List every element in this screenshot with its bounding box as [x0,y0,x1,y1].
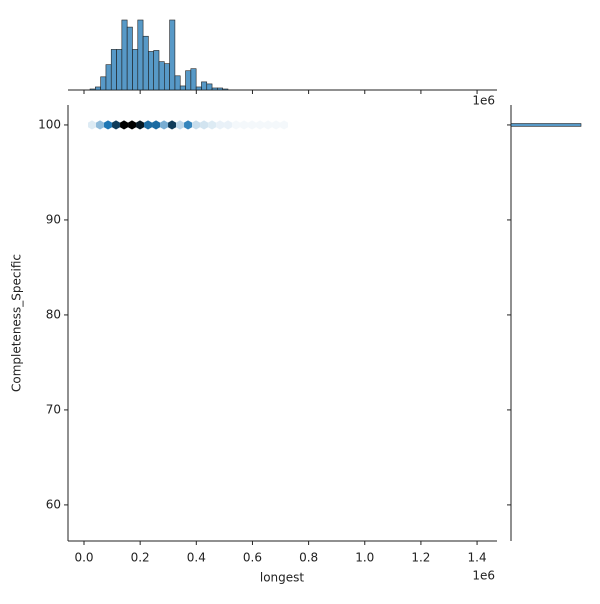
top-hist-bar [222,88,229,91]
hexbin [232,120,241,130]
x-tick-label: 0.8 [299,551,318,565]
hexbin [208,120,217,130]
hexbin [224,120,233,130]
y-tick-label: 60 [46,497,61,511]
y-tick-label: 90 [46,212,61,226]
hexbin [264,120,273,130]
hexbin [216,120,225,130]
hexbin [168,120,176,130]
hexbin [248,120,257,130]
top-hist-bar [137,19,144,91]
top-hist-bar [217,87,223,91]
top-hist-bar [132,49,139,91]
top-hist-bar [179,85,186,91]
top-hist-bar [105,64,112,91]
top-hist-bar [95,86,101,91]
top-hist-bar [201,81,208,91]
hexbin [152,120,160,130]
top-hist-bar [164,63,170,91]
hexbin [112,120,120,130]
hexbin [104,120,112,130]
top-hist-bar [89,88,96,91]
hexbin [200,120,209,130]
top-hist-bar [158,61,165,91]
y-tick-label: 80 [46,307,61,321]
top-hist-bar [195,86,202,91]
top-hist-bar [148,51,154,91]
top-hist-bar [174,75,181,91]
top-hist-bar [126,26,133,91]
top-hist-bar [153,50,160,91]
hexbin [176,120,185,130]
y-tick-label: 70 [46,402,61,416]
x-tick-label: 0.4 [187,551,206,565]
hexbin [128,120,136,130]
x-tick-label: 0.0 [74,551,93,565]
x-axis-label: longest [260,571,305,585]
hexbin [256,120,265,130]
hexbin [272,120,281,130]
x-tick-label: 0.6 [243,551,262,565]
x-tick-label: 1.4 [468,551,487,565]
hexbin [120,120,128,130]
top-hist-bar [211,87,218,91]
top-hist-bar [190,68,197,91]
hexbin [280,120,289,130]
x-offset-label: 1e6 [472,569,495,583]
x-tick-label: 0.2 [131,551,150,565]
hexbin [240,120,249,130]
hexbin [144,120,152,130]
x-tick-label: 1.2 [411,551,430,565]
hexbin [184,120,193,130]
top-hist-bar [100,76,107,91]
y-axis-label: Completeness_Specific [10,254,24,392]
top-hist-bar [121,19,128,91]
hexbin [96,120,104,130]
x-offset-label-top: 1e6 [472,94,495,108]
right-hist-bar [510,123,582,127]
x-tick-label: 1.0 [355,551,374,565]
hexbin [88,120,96,130]
top-hist-bar [185,70,192,91]
hexbin [136,120,144,130]
hexbin [192,120,201,130]
y-tick-label: 100 [38,117,61,131]
top-hist-bar [206,83,213,91]
top-hist-bar [110,49,117,91]
top-hist-bar [142,35,149,91]
hexbin [160,120,168,130]
top-hist-bar [116,49,123,91]
top-hist-bar [169,19,176,91]
